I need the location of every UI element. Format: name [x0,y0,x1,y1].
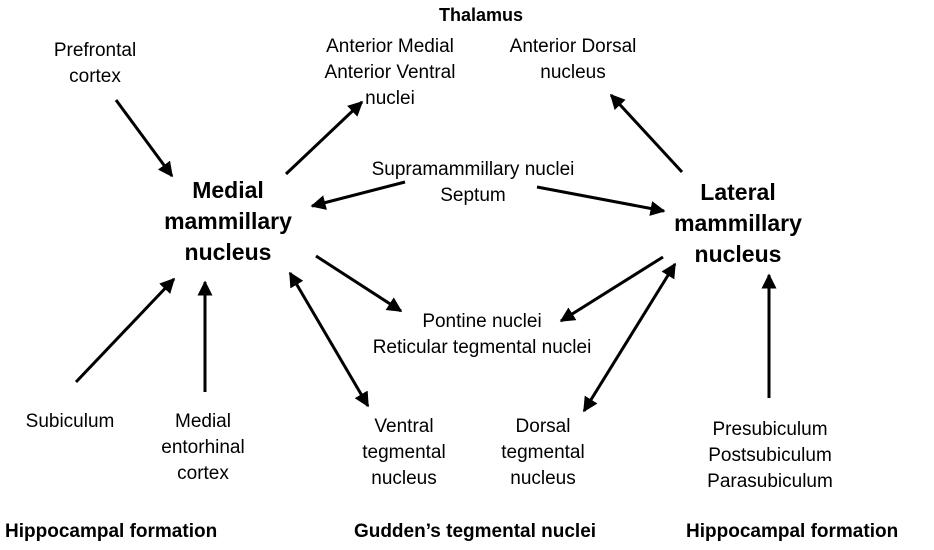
anterior-medial-ventral-label: Anterior Medial Anterior Ventral nuclei [324,36,456,109]
medial-mammillary-label: Medial mammillary nucleus [164,177,292,265]
gudden-tegmental-label: Gudden’s tegmental nuclei [353,521,597,542]
arrow-lateral-dorsal-tegmental [582,262,677,413]
thalamus-label: Thalamus [438,5,524,25]
lateral-mammillary-label: Lateral mammillary nucleus [674,179,802,267]
arrow-subiculum-to-medial [74,277,176,384]
arrow-prefrontal-to-medial [114,99,174,178]
hippocampal-formation-left-label: Hippocampal formation [5,521,218,542]
dorsal-tegmental-label: Dorsal tegmental nucleus [501,416,585,489]
medial-entorhinal-label: Medial entorhinal cortex [161,411,245,484]
presubiculum-label: Presubiculum Postsubiculum Parasubiculum [707,419,833,492]
pontine-label: Pontine nuclei Reticular tegmental nucle… [372,311,592,358]
arrow-supramammillary-to-medial [310,180,406,210]
prefrontal-cortex-label: Prefrontal cortex [53,40,137,87]
subiculum-label: Subiculum [25,411,115,432]
ventral-tegmental-label: Ventral tegmental nucleus [362,416,446,489]
arrow-lateral-to-anterior-d [609,93,684,174]
hippocampal-formation-right-label: Hippocampal formation [686,521,899,542]
arrow-supramammillary-to-lateral [536,185,666,216]
arrow-medial-to-anterior-mv [284,100,364,176]
arrow-medial-ventral-tegmental [288,271,370,408]
anterior-dorsal-label: Anterior Dorsal nucleus [509,36,637,83]
arrow-medial-to-pontine [315,254,403,313]
supramammillary-label: Supramammillary nuclei Septum [371,159,575,206]
